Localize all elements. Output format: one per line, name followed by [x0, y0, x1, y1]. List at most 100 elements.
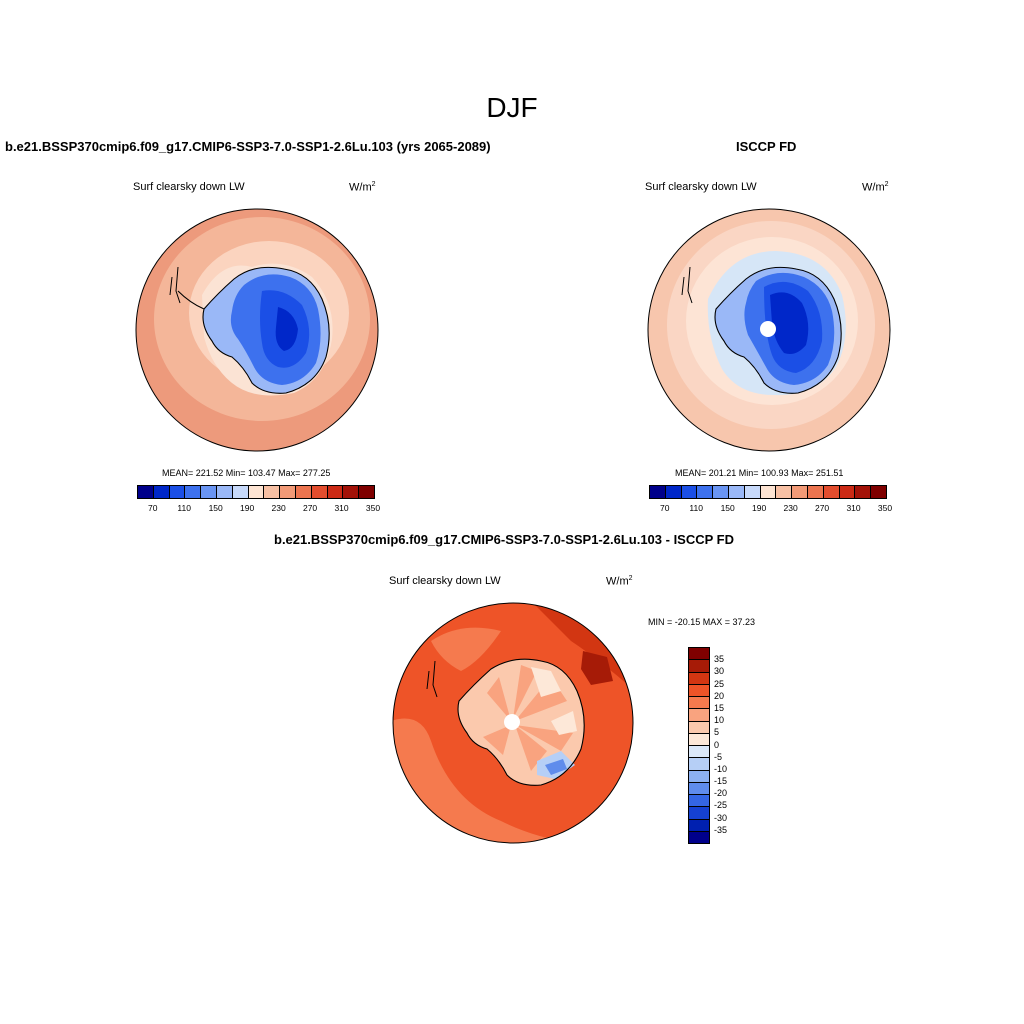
colorbar-tick-label: 310: [334, 503, 349, 513]
panel-2-title: ISCCP FD: [736, 139, 797, 154]
colorbar-swatch: [855, 486, 872, 498]
panel-1-antarctica-plateau: [275, 307, 298, 351]
colorbar-swatch: [216, 486, 233, 498]
colorbar-tick-label: 150: [208, 503, 223, 513]
panel-1-colorbar: [137, 485, 375, 499]
colorbar-swatch: [689, 697, 709, 710]
panel-3-title: b.e21.BSSP370cmip6.f09_g17.CMIP6-SSP3-7.…: [274, 532, 735, 547]
panel-2-variable: Surf clearsky down LW: [645, 181, 757, 193]
colorbar-swatch: [689, 733, 709, 746]
panel-2-south-america-tip: [681, 266, 693, 304]
panel-3-antarctica-negative-core: [545, 759, 567, 775]
colorbar-swatch: [760, 486, 777, 498]
panel-3-variable: Surf clearsky down LW: [389, 575, 501, 587]
panel-3-south-america-tip: [426, 660, 438, 698]
colorbar-tick-label: 310: [846, 503, 861, 513]
colorbar-swatch: [807, 486, 824, 498]
colorbar-tick-label: -10: [714, 763, 728, 774]
colorbar-swatch: [295, 486, 312, 498]
panel-3-units: W/m2: [606, 575, 633, 588]
colorbar-swatch: [792, 486, 808, 498]
colorbar-swatch: [713, 486, 729, 498]
panel-2-antarctica-plateau: [770, 292, 809, 354]
colorbar-swatch: [823, 486, 840, 498]
colorbar-swatch: [311, 486, 328, 498]
panel-2-units: W/m2: [862, 181, 889, 194]
colorbar-swatch: [689, 746, 709, 759]
panel-2-stats: MEAN= 201.21 Min= 100.93 Max= 251.51: [675, 468, 844, 478]
colorbar-swatch: [248, 486, 265, 498]
colorbar-tick-label: -30: [714, 812, 728, 823]
colorbar-tick-label: 110: [689, 503, 703, 513]
colorbar-swatch: [650, 486, 666, 498]
colorbar-swatch: [689, 807, 709, 820]
colorbar-swatch: [343, 486, 360, 498]
colorbar-tick-label: -20: [714, 788, 728, 799]
colorbar-swatch: [776, 486, 793, 498]
colorbar-swatch: [689, 819, 709, 832]
colorbar-swatch: [697, 486, 714, 498]
colorbar-swatch: [138, 486, 154, 498]
colorbar-tick-label: 20: [714, 690, 725, 701]
colorbar-tick-label: 25: [714, 678, 725, 689]
colorbar-swatch: [327, 486, 344, 498]
panel-3-stats: MIN = -20.15 MAX = 37.23: [648, 617, 756, 627]
colorbar-tick-label: 190: [752, 503, 767, 513]
colorbar-swatch: [665, 486, 682, 498]
colorbar-swatch: [728, 486, 745, 498]
colorbar-swatch: [689, 648, 709, 661]
colorbar-tick-label: 35: [714, 654, 725, 665]
colorbar-swatch: [689, 758, 709, 771]
panel-1-coastline: [177, 266, 330, 394]
colorbar-swatch: [689, 709, 709, 722]
colorbar-swatch: [689, 684, 709, 697]
colorbar-tick-label: -25: [714, 800, 728, 811]
colorbar-swatch: [264, 486, 281, 498]
colorbar-swatch: [689, 770, 709, 783]
colorbar-swatch: [153, 486, 170, 498]
colorbar-tick-label: 350: [365, 503, 381, 513]
panel-3-colorbar: [688, 647, 710, 844]
colorbar-tick-label: 190: [240, 503, 255, 513]
colorbar-swatch: [744, 486, 761, 498]
panel-1-title: b.e21.BSSP370cmip6.f09_g17.CMIP6-SSP3-7.…: [5, 139, 491, 154]
colorbar-tick-label: 230: [271, 503, 286, 513]
colorbar-tick-label: 10: [714, 715, 725, 726]
colorbar-swatch: [871, 486, 886, 498]
panel-3-map: [392, 602, 634, 844]
panel-2-coastline: [714, 266, 842, 394]
panel-1-south-america-tip: [169, 266, 181, 304]
colorbar-swatch: [689, 660, 709, 673]
colorbar-tick-label: 15: [714, 702, 725, 713]
colorbar-tick-label: -15: [714, 776, 728, 787]
panel-3-antarctica-light: [531, 667, 577, 735]
panel-1-map: [135, 208, 379, 452]
colorbar-swatch: [689, 782, 709, 795]
colorbar-swatch: [201, 486, 217, 498]
colorbar-swatch: [689, 672, 709, 685]
figure-title: DJF: [486, 92, 538, 123]
colorbar-tick-label: 230: [783, 503, 798, 513]
colorbar-swatch: [689, 831, 709, 843]
panel-2-pole-hole: [760, 321, 776, 337]
colorbar-tick-label: 270: [302, 503, 318, 513]
colorbar-tick-label: 70: [659, 503, 670, 513]
panel-2-colorbar: [649, 485, 887, 499]
panel-3-coastline: [457, 658, 585, 786]
colorbar-swatch: [689, 795, 709, 808]
colorbar-swatch: [839, 486, 856, 498]
panel-1-variable: Surf clearsky down LW: [133, 181, 245, 193]
colorbar-tick-label: 150: [720, 503, 735, 513]
colorbar-swatch: [359, 486, 374, 498]
panel-3-ocean-patch: [431, 627, 501, 671]
panel-1-stats: MEAN= 221.52 Min= 103.47 Max= 277.25: [162, 468, 331, 478]
panel-3-ocean-lower: [393, 718, 591, 843]
colorbar-tick-label: 110: [177, 503, 191, 513]
colorbar-tick-label: 350: [877, 503, 893, 513]
colorbar-swatch: [232, 486, 249, 498]
panel-3-pole-hole: [504, 714, 520, 730]
colorbar-swatch: [185, 486, 202, 498]
colorbar-tick-label: 5: [714, 727, 720, 738]
colorbar-swatch: [681, 486, 698, 498]
colorbar-tick-label: 30: [714, 666, 725, 677]
